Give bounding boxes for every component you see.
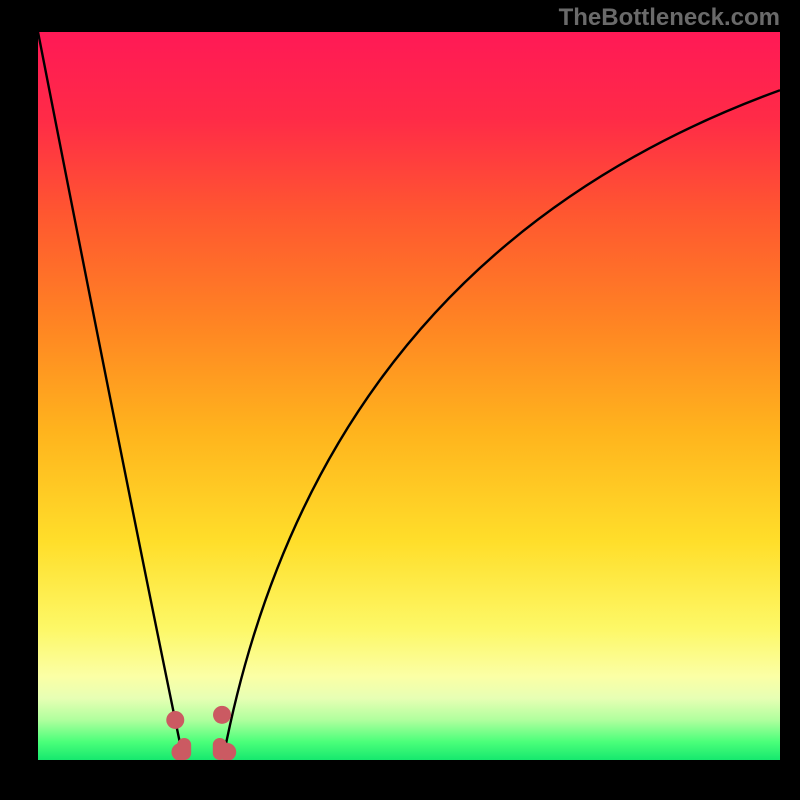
bottleneck-curve-plot [38,32,780,760]
watermark-label: TheBottleneck.com [559,4,780,32]
marker-dot [166,711,184,729]
marker-bar [177,738,191,760]
marker-dot [213,706,231,724]
chart-root: TheBottleneck.com [0,0,800,800]
marker-bar [213,738,227,760]
plot-background [38,32,780,760]
